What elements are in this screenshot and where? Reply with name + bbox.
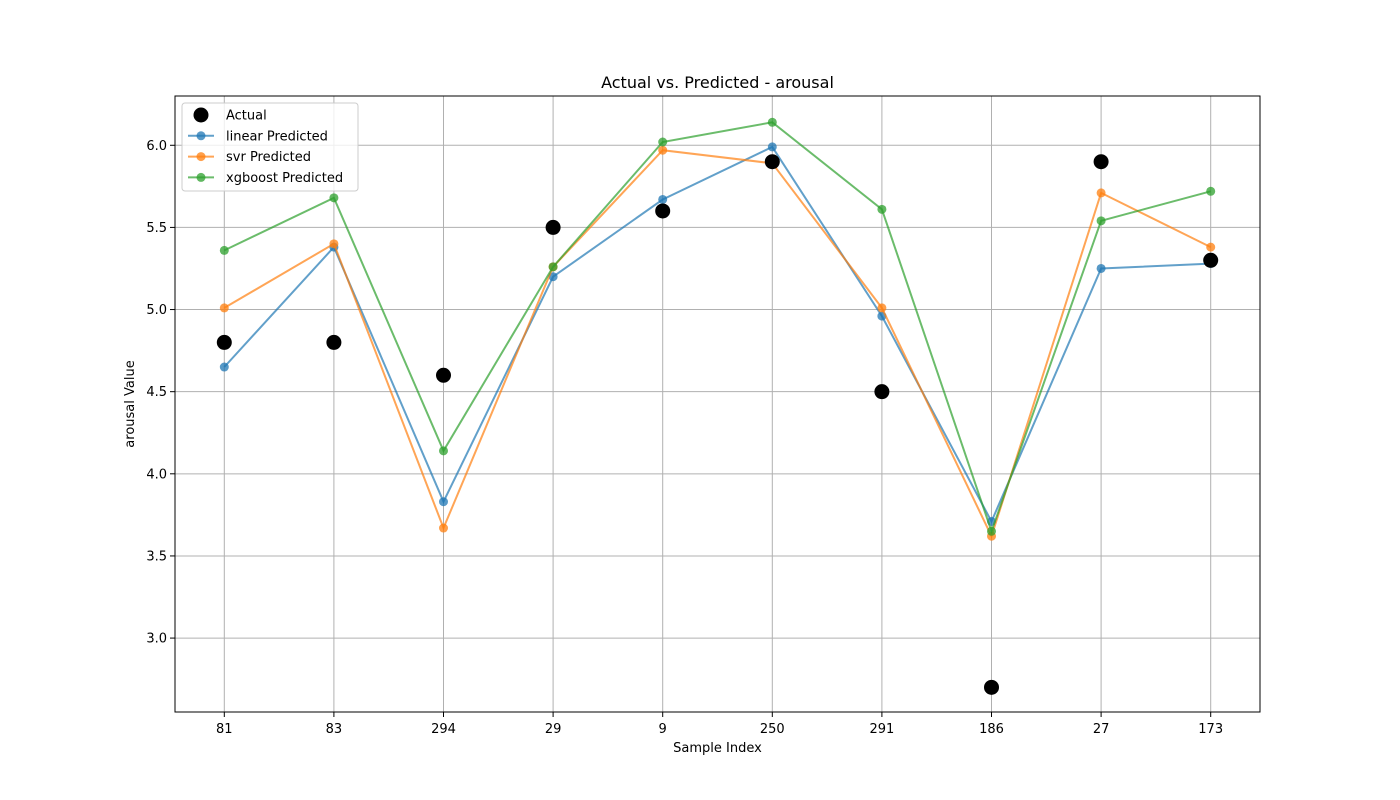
y-tick-label: 3.0 — [146, 632, 167, 647]
data-point — [329, 193, 339, 203]
data-point — [548, 262, 558, 272]
legend-item: xgboost Predicted — [188, 171, 343, 186]
series-linear-predicted — [219, 142, 1216, 526]
data-point — [987, 526, 996, 536]
data-point — [219, 362, 229, 372]
y-ticks: 3.0 3.5 4.0 4.5 5.0 5.5 6.0 — [146, 139, 175, 647]
data-point — [1096, 263, 1106, 273]
y-tick-label: 5.5 — [146, 221, 167, 236]
legend: Actual linear Predicted svr Predicted xgboo… — [181, 102, 359, 192]
actual-point — [984, 679, 999, 695]
x-ticks: 81 83 294 29 9 250 291 186 27 173 — [216, 712, 1223, 737]
plot-area — [175, 96, 1260, 712]
actual-point — [1203, 252, 1219, 268]
series-line — [223, 121, 1211, 535]
x-tick-label: 186 — [979, 722, 1004, 737]
data-point — [877, 303, 887, 313]
data-point — [439, 523, 448, 533]
legend-label: Actual — [226, 109, 267, 124]
data-point — [1096, 188, 1106, 198]
data-point — [219, 303, 229, 313]
data-point — [439, 446, 448, 456]
x-tick-label: 27 — [1093, 722, 1110, 737]
data-point — [439, 497, 448, 507]
data-point — [658, 145, 668, 155]
series-layer — [216, 117, 1219, 695]
x-tick-label: 173 — [1198, 722, 1223, 737]
legend-label: svr Predicted — [226, 150, 311, 165]
x-tick-label: 294 — [431, 722, 456, 737]
y-tick-label: 6.0 — [146, 139, 167, 154]
data-point — [658, 137, 668, 147]
series-line — [223, 145, 1211, 524]
actual-point — [764, 154, 780, 170]
y-tick-label: 4.5 — [146, 385, 167, 400]
y-tick-label: 4.0 — [146, 467, 167, 482]
x-axis-label: Sample Index — [673, 741, 762, 756]
actual-point — [436, 367, 451, 383]
x-tick-label: 83 — [326, 722, 343, 737]
x-tick-label: 291 — [869, 722, 894, 737]
data-point — [219, 245, 229, 255]
series-xgboost-predicted — [219, 117, 1216, 536]
series-line — [223, 149, 1212, 539]
y-tick-label: 5.0 — [146, 303, 167, 318]
chart-title: Actual vs. Predicted - arousal — [601, 73, 834, 92]
actual-point — [1093, 154, 1109, 170]
legend-marker — [193, 107, 209, 123]
legend-marker — [196, 172, 206, 182]
plot-frame — [174, 95, 1261, 713]
legend-item: Actual — [193, 107, 267, 124]
legend-item: svr Predicted — [188, 150, 311, 165]
x-tick-label: 29 — [545, 722, 562, 737]
legend-box — [181, 102, 359, 192]
legend-marker — [196, 152, 206, 162]
data-point — [1206, 186, 1216, 196]
legend-item: linear Predicted — [188, 129, 328, 144]
data-point — [877, 204, 887, 214]
x-tick-label: 9 — [659, 722, 667, 737]
actual-point — [216, 334, 232, 350]
series-actual — [216, 154, 1219, 695]
x-tick-label: 81 — [216, 722, 233, 737]
legend-marker — [196, 131, 206, 141]
legend-label: xgboost Predicted — [226, 171, 343, 186]
actual-point — [655, 203, 671, 219]
y-tick-label: 3.5 — [146, 549, 167, 564]
y-axis-label: arousal Value — [123, 360, 138, 447]
data-point — [767, 117, 777, 127]
x-tick-label: 250 — [760, 722, 785, 737]
legend-label: linear Predicted — [226, 129, 328, 144]
data-point — [1206, 242, 1216, 252]
data-point — [329, 239, 339, 249]
data-point — [1096, 216, 1106, 226]
data-point — [767, 142, 777, 152]
actual-point — [874, 384, 890, 400]
actual-point — [326, 334, 342, 350]
data-point — [658, 194, 668, 204]
actual-point — [545, 219, 561, 235]
